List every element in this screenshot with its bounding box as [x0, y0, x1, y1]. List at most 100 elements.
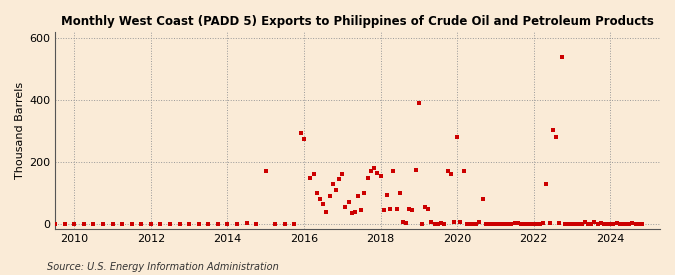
Point — [637, 222, 647, 226]
Point — [353, 194, 364, 198]
Point — [305, 175, 316, 180]
Point — [433, 222, 443, 226]
Point — [155, 222, 166, 226]
Point — [426, 220, 437, 225]
Point — [544, 221, 555, 226]
Point — [624, 222, 634, 226]
Point — [401, 221, 412, 225]
Point — [608, 222, 619, 226]
Point — [592, 222, 603, 226]
Point — [583, 222, 593, 226]
Point — [203, 222, 214, 226]
Point — [525, 222, 536, 226]
Point — [602, 222, 613, 226]
Point — [394, 191, 405, 195]
Y-axis label: Thousand Barrels: Thousand Barrels — [15, 82, 25, 179]
Point — [509, 221, 520, 226]
Point — [40, 222, 51, 226]
Point — [442, 169, 453, 174]
Point — [407, 208, 418, 212]
Point — [461, 222, 472, 226]
Point — [522, 222, 533, 226]
Point — [232, 222, 242, 226]
Point — [551, 135, 562, 139]
Point — [576, 222, 587, 226]
Point — [512, 221, 523, 226]
Point — [618, 222, 628, 226]
Point — [398, 220, 408, 225]
Point — [88, 222, 99, 226]
Point — [78, 222, 89, 226]
Point — [372, 171, 383, 175]
Point — [193, 222, 204, 226]
Point — [566, 222, 577, 226]
Point — [621, 222, 632, 226]
Point — [493, 222, 504, 226]
Point — [385, 206, 396, 211]
Point — [634, 222, 645, 226]
Point — [487, 222, 497, 226]
Point — [296, 130, 306, 135]
Point — [429, 222, 440, 226]
Point — [503, 222, 514, 226]
Point — [506, 222, 517, 226]
Point — [50, 222, 61, 226]
Point — [547, 127, 558, 132]
Point — [446, 172, 456, 177]
Point — [318, 202, 329, 206]
Point — [490, 222, 501, 226]
Point — [107, 222, 118, 226]
Point — [458, 169, 469, 174]
Point — [557, 54, 568, 59]
Point — [344, 200, 354, 205]
Title: Monthly West Coast (PADD 5) Exports to Philippines of Crude Oil and Petroleum Pr: Monthly West Coast (PADD 5) Exports to P… — [61, 15, 654, 28]
Point — [531, 222, 542, 226]
Point — [468, 222, 479, 226]
Point — [387, 169, 398, 174]
Point — [222, 222, 233, 226]
Point — [423, 206, 434, 211]
Point — [327, 182, 338, 186]
Point — [516, 222, 526, 226]
Point — [59, 222, 70, 226]
Point — [145, 222, 156, 226]
Point — [330, 188, 341, 192]
Point — [279, 222, 290, 226]
Point — [481, 222, 491, 226]
Point — [321, 209, 331, 214]
Point — [315, 197, 325, 201]
Point — [362, 175, 373, 180]
Point — [334, 177, 345, 181]
Point — [241, 221, 252, 226]
Point — [126, 222, 137, 226]
Point — [298, 137, 309, 141]
Point — [579, 220, 590, 225]
Point — [500, 222, 510, 226]
Point — [311, 191, 322, 195]
Point — [117, 222, 128, 226]
Point — [413, 101, 424, 105]
Point — [289, 222, 300, 226]
Point — [324, 194, 335, 198]
Point — [535, 222, 545, 226]
Point — [366, 169, 377, 174]
Point — [435, 221, 446, 225]
Point — [483, 222, 494, 226]
Point — [518, 222, 529, 226]
Point — [612, 221, 622, 226]
Point — [564, 222, 574, 226]
Point — [573, 222, 584, 226]
Point — [350, 209, 360, 214]
Point — [378, 208, 389, 212]
Point — [477, 197, 488, 201]
Point — [381, 192, 392, 197]
Point — [474, 220, 485, 225]
Point — [586, 222, 597, 226]
Point — [69, 222, 80, 226]
Point — [605, 222, 616, 226]
Point — [449, 220, 460, 225]
Point — [174, 222, 185, 226]
Point — [392, 206, 402, 211]
Point — [359, 191, 370, 195]
Point — [270, 222, 281, 226]
